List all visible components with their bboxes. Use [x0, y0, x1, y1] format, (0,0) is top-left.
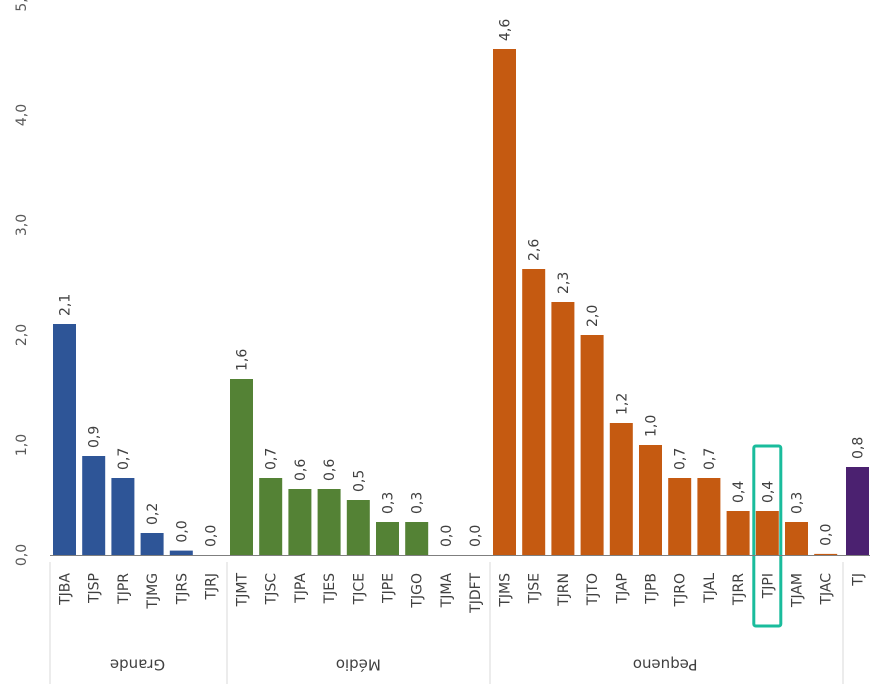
value-label-tjmt: 1,6: [235, 349, 251, 371]
category-label-tjce: TJCE: [351, 573, 367, 605]
category-label-tjro: TJRO: [673, 573, 689, 607]
bar-tjac: [814, 553, 838, 555]
value-label-tjba: 2,1: [58, 294, 74, 316]
value-label-tjce: 0,5: [351, 470, 367, 492]
y-tick-label: 0,0: [14, 544, 30, 566]
y-tick-label: 4,0: [14, 104, 30, 126]
value-label-tjam: 0,3: [790, 492, 806, 514]
value-label-tjpr: 0,7: [116, 448, 132, 470]
bar-tjpe: [376, 522, 399, 555]
bar-tjba: [53, 324, 76, 555]
bar-tjpb: [639, 445, 662, 555]
category-label-tjpb: TJPB: [644, 573, 660, 605]
bar-tjro: [668, 478, 692, 555]
bar-tjpi: [755, 511, 779, 555]
category-label-tjsc: TJSC: [264, 573, 280, 606]
category-label-tjmt: TJMT: [235, 573, 251, 608]
value-label-tjap: 1,2: [614, 393, 630, 415]
category-label-tjmg: TJMG: [145, 573, 161, 610]
bar-tjse: [522, 269, 546, 555]
bar-tjes: [317, 489, 341, 555]
category-label-tjrj: TJRJ: [204, 573, 220, 601]
value-label-tjrs: 0,0: [174, 520, 190, 542]
bar-tjms: [493, 49, 516, 555]
category-label-tjpe: TJPE: [381, 573, 397, 604]
bar-tjsp: [82, 456, 106, 555]
value-label-tjpb: 1,0: [644, 415, 660, 437]
value-label-tj: 0,8: [851, 437, 867, 459]
bar-tjmg: [140, 533, 164, 555]
category-label-tjrs: TJRS: [174, 573, 190, 605]
bar-tj: [846, 467, 869, 555]
value-label-tjms: 4,6: [498, 19, 514, 41]
category-label-tjpr: TJPR: [116, 573, 132, 605]
category-label-tjma: TJMA: [439, 573, 455, 609]
value-label-tjrr: 0,4: [731, 481, 747, 503]
bar-tjal: [697, 478, 721, 555]
bar-tjrn: [551, 302, 575, 555]
category-label-tjto: TJTO: [585, 573, 601, 606]
y-tick-label: 1,0: [14, 434, 30, 456]
category-label-tjba: TJBA: [58, 573, 74, 606]
bar-tjpr: [111, 478, 135, 555]
value-label-tjmg: 0,2: [145, 503, 161, 525]
category-label-tjsp: TJSP: [87, 573, 103, 604]
category-label-tjdft: TJDFT: [468, 573, 484, 614]
category-label-tjrr: TJRR: [731, 573, 747, 606]
bar-tjsc: [259, 478, 283, 555]
category-label-tjap: TJAP: [614, 573, 630, 604]
value-label-tjdft: 0,0: [468, 525, 484, 547]
group-label-0: Grande: [110, 656, 165, 674]
value-label-tjes: 0,6: [322, 459, 338, 481]
value-label-tjpa: 0,6: [293, 459, 309, 481]
bar-tjam: [785, 522, 808, 555]
category-label-tjpi: TJPI: [760, 573, 776, 599]
category-label-tjal: TJAL: [702, 573, 718, 604]
category-label-tjpa: TJPA: [293, 573, 309, 604]
category-label-tjse: TJSE: [527, 573, 543, 604]
bar-tjrr: [726, 511, 750, 555]
value-label-tjac: 0,0: [819, 524, 835, 546]
value-label-tjpe: 0,3: [381, 492, 397, 514]
value-label-tjse: 2,6: [527, 239, 543, 261]
group-label-2: Pequeno: [633, 656, 698, 674]
value-label-tjgo: 0,3: [410, 492, 426, 514]
y-tick-label: 5,: [14, 0, 30, 12]
bar-tjpa: [288, 489, 312, 555]
bar-tjap: [609, 423, 633, 555]
value-label-tjpi: 0,4: [760, 481, 776, 503]
value-label-tjrj: 0,0: [204, 525, 220, 547]
highlight-box: [752, 444, 783, 628]
y-tick-label: 2,0: [14, 324, 30, 346]
category-label-tjac: TJAC: [819, 573, 835, 606]
value-label-tjto: 2,0: [585, 305, 601, 327]
category-label-tjrn: TJRN: [556, 573, 572, 607]
value-label-tjma: 0,0: [439, 525, 455, 547]
category-label-tjes: TJES: [322, 573, 338, 605]
value-label-tjrn: 2,3: [556, 272, 572, 294]
bar-tjto: [580, 335, 604, 555]
value-label-tjsp: 0,9: [87, 426, 103, 448]
category-label-tjms: TJMS: [498, 573, 514, 608]
category-label-tjam: TJAM: [790, 573, 806, 608]
category-label-tjgo: TJGO: [410, 573, 426, 609]
value-label-tjsc: 0,7: [264, 448, 280, 470]
group-label-1: Médio: [336, 656, 381, 674]
bar-tjgo: [405, 522, 429, 555]
value-label-tjro: 0,7: [673, 448, 689, 470]
bar-tjce: [346, 500, 370, 555]
category-label-tj: TJ: [851, 573, 867, 587]
y-tick-label: 3,0: [14, 214, 30, 236]
bar-tjmt: [230, 379, 253, 555]
bar-tjrs: [169, 550, 193, 555]
value-label-tjal: 0,7: [702, 448, 718, 470]
